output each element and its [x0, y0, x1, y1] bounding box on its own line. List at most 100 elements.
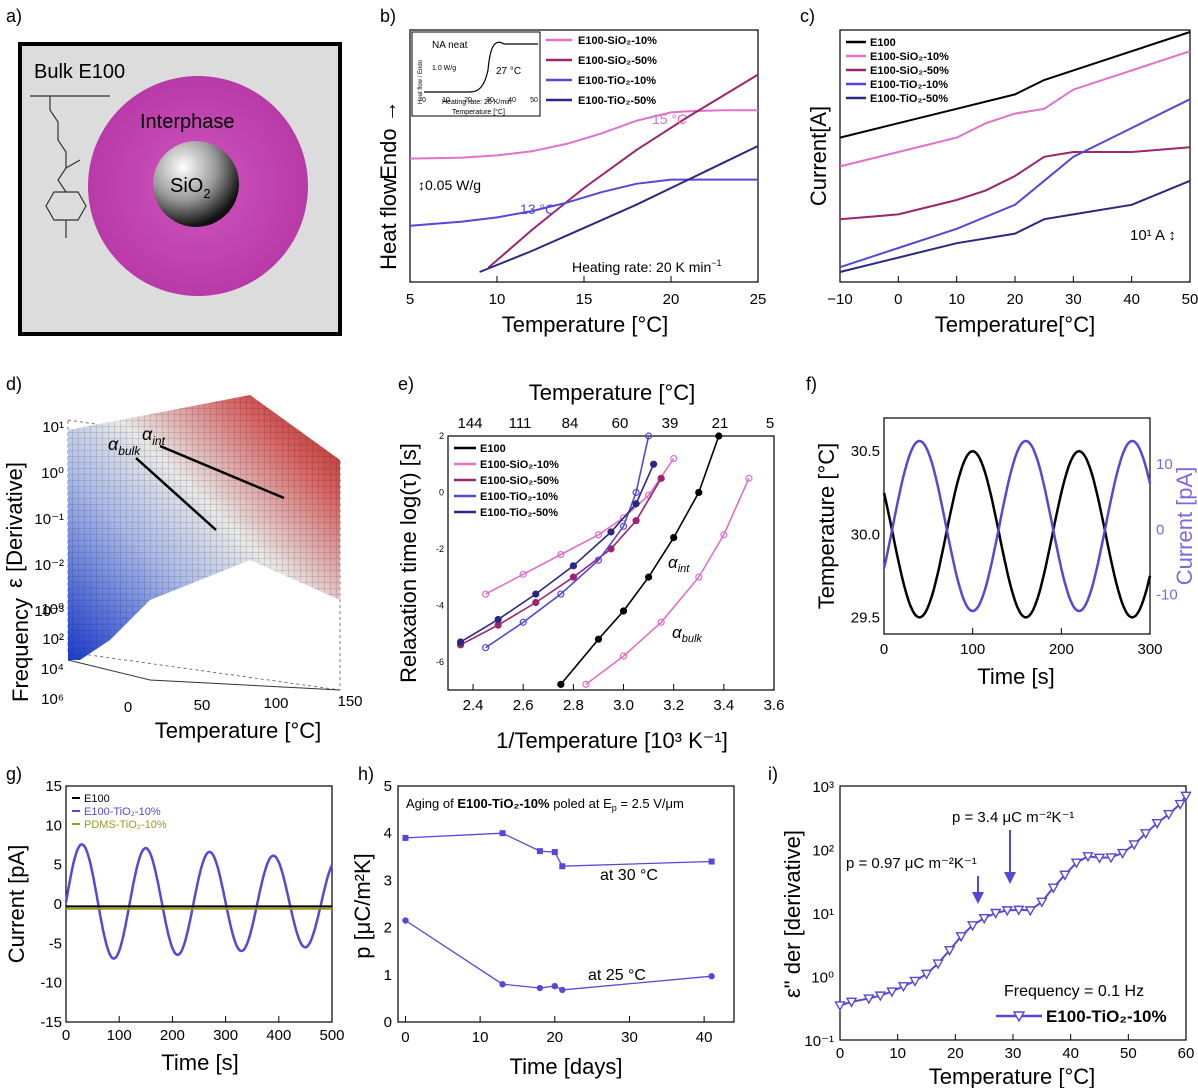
- ticklabel-b-3: 20: [663, 291, 680, 308]
- annotation-b-15: 15 °C: [652, 111, 687, 127]
- alpha-int-label-d: αint: [142, 424, 166, 448]
- alpha-bulk-label-d: αbulk: [108, 434, 141, 458]
- x2ticklabel-e-1: 111: [509, 415, 532, 432]
- yticklabel-i-4: 10⁻¹: [804, 1033, 834, 1050]
- ticklabel-f-3: 300: [1137, 641, 1162, 658]
- point-e-0-0: [557, 680, 565, 688]
- legend-label-i-0: E100-TiO₂-10%: [1046, 1007, 1167, 1026]
- ticklabel-c-4: 30: [1065, 291, 1082, 308]
- ticklabel-e-6: 3.6: [764, 697, 785, 714]
- ticklabel-c-0: −10: [827, 291, 852, 308]
- yticklabel-i-2: 10¹: [812, 906, 834, 923]
- ticklabel-h-0: 0: [401, 1029, 409, 1046]
- ticklabel-f-2: 200: [1049, 641, 1074, 658]
- ticklabel-i-2: 20: [947, 1045, 964, 1062]
- series-group-h: [402, 830, 715, 994]
- ylabel-h: p [μC/m²K]: [350, 853, 375, 959]
- series-line-c-2: [839, 146, 1191, 221]
- panel-label-e: e): [398, 374, 414, 394]
- panel-label-h: h): [358, 764, 374, 784]
- inset-title-b: NA neat: [432, 40, 468, 51]
- point-i-26: [1139, 829, 1152, 840]
- yticklabel-g-6: -15: [40, 1014, 62, 1031]
- point-e-3-5: [632, 488, 640, 497]
- series-group-g: [64, 843, 334, 960]
- zlabel-d: Frequency: [8, 598, 33, 702]
- point-i-0: [834, 1001, 846, 1012]
- ticklabel-e-0: 2.4: [463, 697, 484, 714]
- series-group-i: [834, 791, 1192, 1012]
- ticklabel-h-3: 30: [621, 1029, 638, 1046]
- xticks-b: 5 10 15 20 25: [406, 276, 766, 308]
- yticklabel-h-3: 3: [384, 872, 392, 889]
- ticklabel-f-1: 100: [960, 641, 985, 658]
- arrowhead-i-097: [972, 892, 984, 904]
- point-e-0-6: [715, 432, 723, 440]
- series-group-b: [409, 73, 759, 273]
- series-line-c-1: [839, 50, 1191, 168]
- inset-scale-b: 1.0 W/g: [432, 65, 456, 72]
- point-e-3-1: [519, 618, 527, 626]
- molecule-structure: [30, 95, 110, 238]
- panel-label-i: i): [768, 764, 778, 784]
- point-e-5-3: [695, 573, 703, 581]
- yticks-f: 29.5 30.0 30.5: [851, 443, 880, 626]
- point-i-1: [845, 997, 858, 1008]
- point-h-0-2: [536, 848, 543, 855]
- annotation-i-34: p = 3.4 μC m⁻²K⁻¹: [952, 809, 1074, 826]
- freqticklabel-d-1: 10²: [42, 631, 64, 648]
- yticklabel-i-1: 10²: [812, 843, 834, 860]
- point-e-0-5: [695, 488, 703, 497]
- series-line-g-e100tio2: [64, 843, 334, 960]
- point-e-4-2: [532, 590, 540, 598]
- panel-label-f: f): [806, 374, 817, 394]
- legend-label-b-0: E100-SiO₂-10%: [578, 35, 657, 47]
- zticks-d: 10¹ 10⁰ 10⁻¹ 10⁻² 10⁻³: [34, 419, 64, 620]
- legend-label-e-2: E100-SiO₂-50%: [480, 475, 559, 487]
- ticklabel-e-2: 2.8: [563, 697, 584, 714]
- x2ticklabel-e-0: 144: [457, 415, 482, 432]
- annotation-i-freq: Frequency = 0.1 Hz: [1004, 983, 1144, 1000]
- series-line-b-0: [409, 109, 758, 160]
- axis-base-d: [67, 659, 341, 691]
- yticklabel-g-4: -5: [49, 935, 62, 952]
- ticklabel-i-3: 30: [1005, 1045, 1022, 1062]
- point-e-2-5: [632, 517, 640, 525]
- point-e-5-2: [657, 618, 665, 626]
- point-h-1-4: [559, 986, 566, 994]
- plot-frame-g: [65, 785, 333, 1023]
- xticks-h: 0 10 20 30 40: [401, 1016, 712, 1046]
- legend-e: E100 E100-SiO₂-10% E100-SiO₂-50% E100-TiO₂-…: [454, 443, 559, 519]
- alpha-int-line-d: [159, 444, 285, 500]
- point-e-0-1: [594, 635, 603, 643]
- point-i-15: [1013, 905, 1025, 916]
- ylabel-b-top: Endo →: [376, 100, 401, 180]
- series-line-e-2: [460, 477, 662, 646]
- panel-h-aging: 0 10 20 30 40 0 1 2 3 4 5 Aging of E100-TiO₂-10% …: [350, 778, 735, 1079]
- panel-label-g: g): [6, 764, 22, 784]
- ticklabel-f-0: 0: [880, 641, 888, 658]
- point-i-28: [1163, 809, 1175, 821]
- scale-bar-c: 10¹ A ↕: [1130, 227, 1176, 244]
- point-h-0-4: [559, 863, 566, 870]
- point-e-4-0: [456, 638, 465, 646]
- zticklabel-d-1: 10⁰: [41, 465, 64, 482]
- yticklabel-g-0: 15: [45, 778, 62, 795]
- point-i-27: [1151, 818, 1163, 830]
- inset-ticklabel-b-3: 30: [486, 97, 494, 104]
- yticklabel-e-3: -4: [436, 600, 444, 610]
- ylabel-b-bottom: Heat flow: [376, 178, 401, 270]
- legend-label-b-1: E100-SiO₂-50%: [578, 55, 657, 67]
- arrowhead-i-34: [1004, 872, 1016, 884]
- inset-xticks-b: 0 10 20 30 40 50: [422, 97, 538, 104]
- legend-label-g-1: E100-TiO₂-10%: [84, 806, 161, 818]
- x2ticks-e: 144 111 84 60 39 21 5: [457, 415, 774, 432]
- yticklabel-f-1: 30.0: [851, 526, 880, 543]
- point-i-13: [990, 908, 1002, 919]
- legend-label-b-3: E100-TiO₂-50%: [578, 95, 656, 107]
- inset-ylabel-b: Heat flow / Endo: [418, 59, 424, 104]
- core-label: SiO2: [170, 175, 211, 201]
- freqticklabel-d-3: 10⁶: [41, 691, 64, 708]
